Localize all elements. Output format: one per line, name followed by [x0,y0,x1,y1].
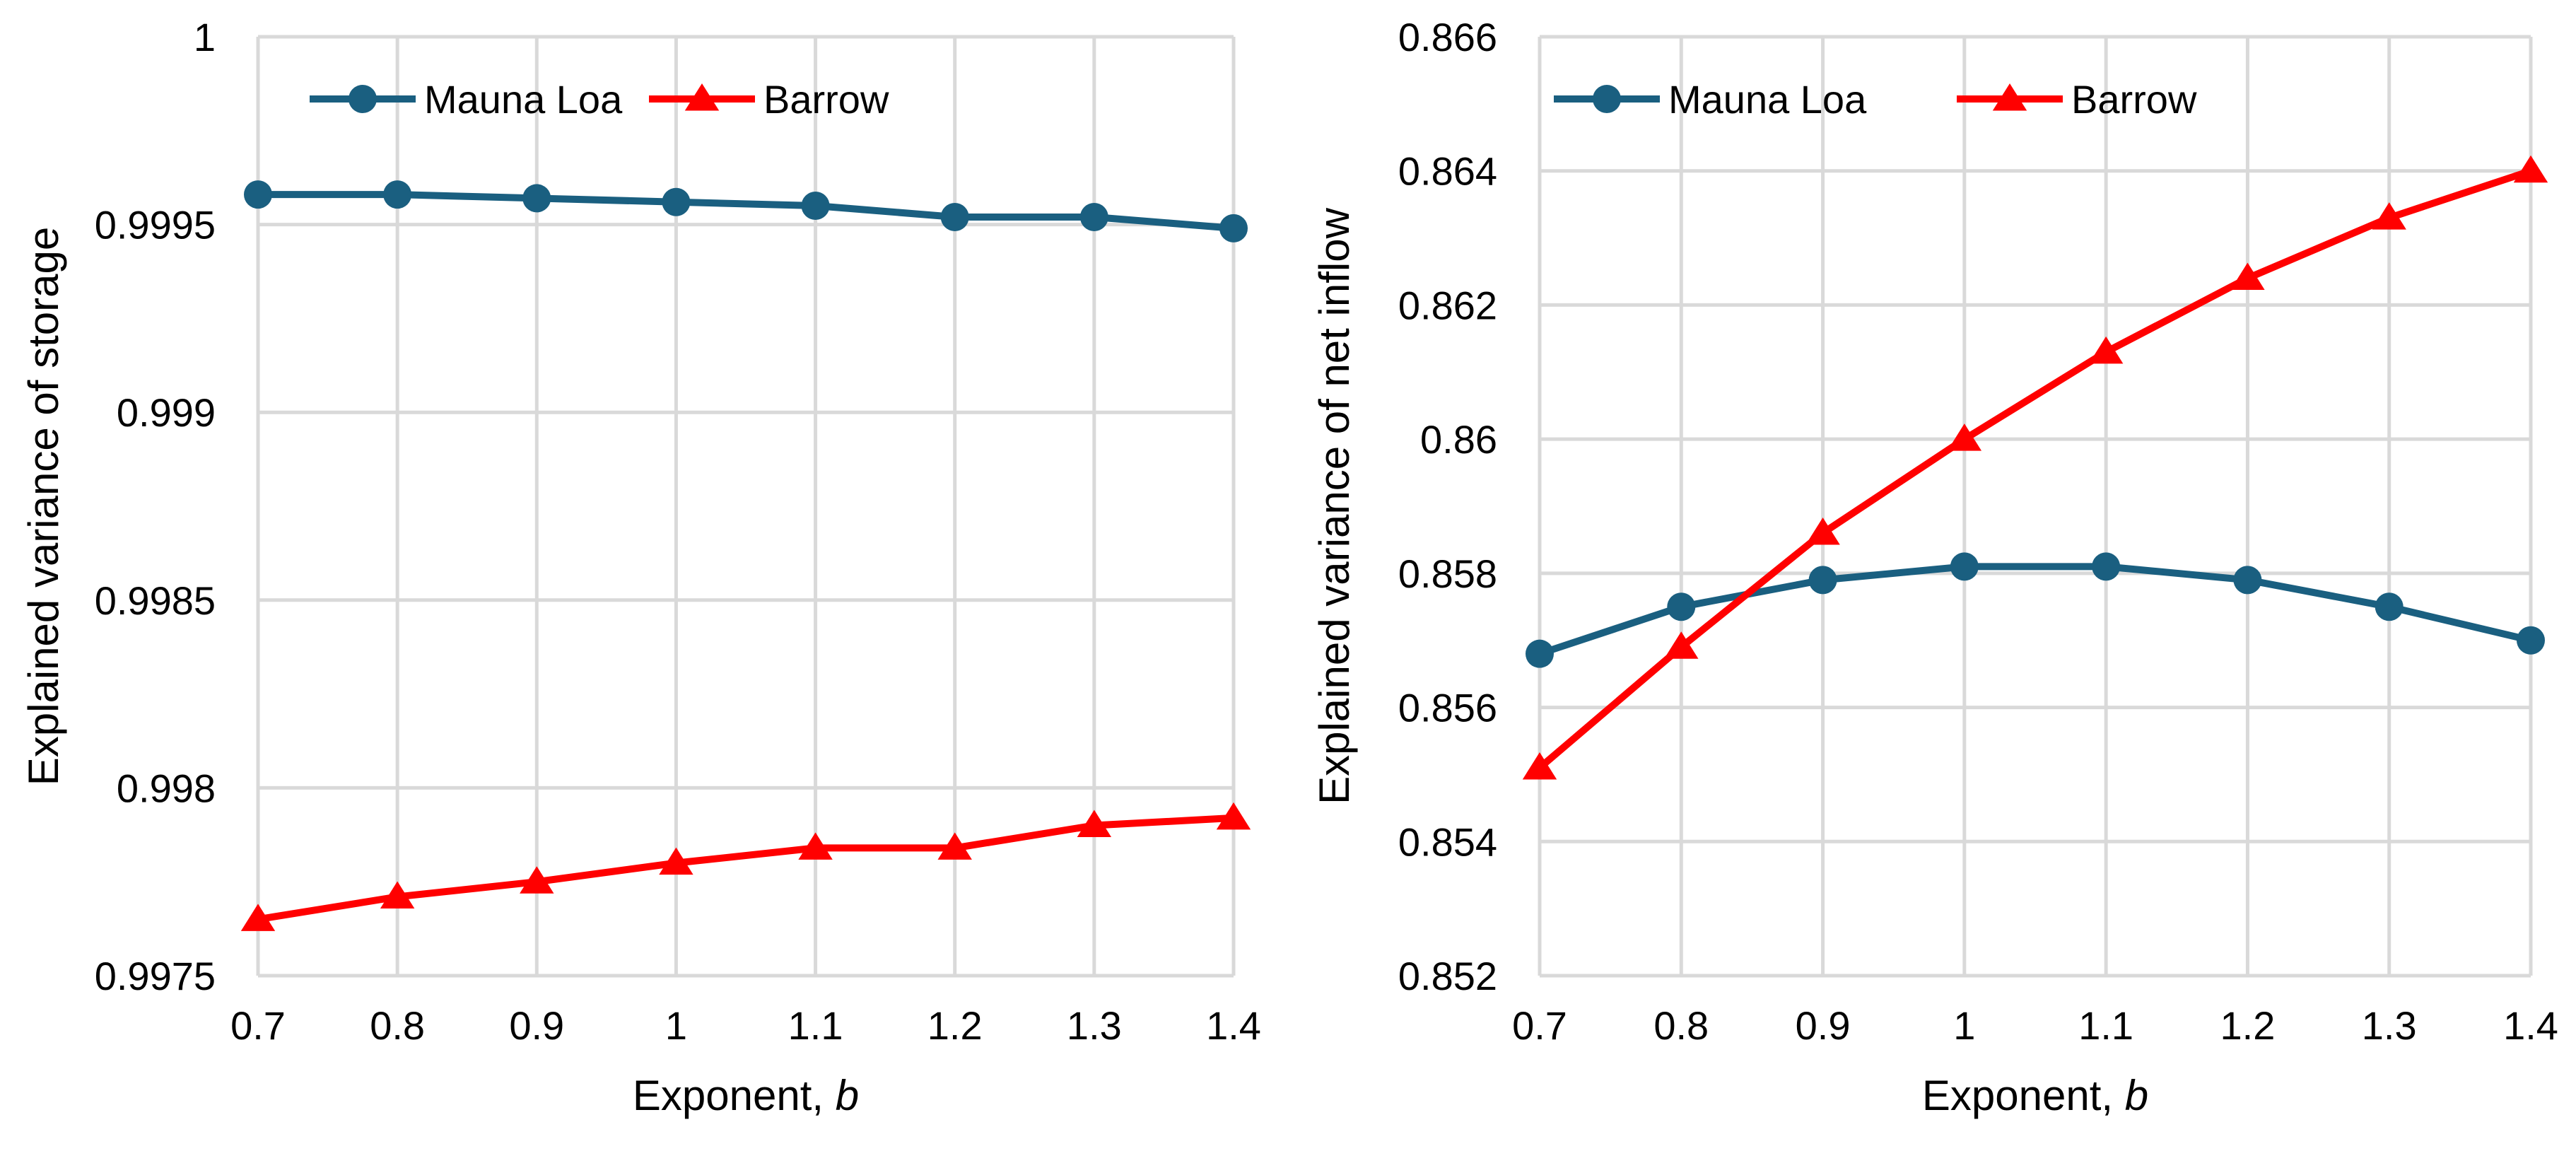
legend: Mauna Loa Barrow [1554,77,2197,122]
data-point [940,202,969,231]
y-tick-label: 0.9985 [95,578,216,623]
x-axis-label-text: Exponent, [1922,1072,2125,1119]
y-tick-label: 0.999 [117,390,216,435]
data-point [937,832,972,860]
data-point [522,184,551,213]
data-point [240,904,276,931]
data-point [2513,155,2548,183]
x-tick-label: 1 [1953,1003,1975,1048]
data-point [2230,262,2265,290]
data-point [798,832,833,860]
data-point [1216,802,1251,830]
data-point [801,192,830,221]
series-mauna-loa [244,180,1248,243]
data-point [2092,552,2121,581]
x-tick-label: 0.7 [1512,1003,1567,1048]
x-tick-label: 0.8 [1653,1003,1709,1048]
series-barrow [240,802,1251,931]
y-tick-label: 1 [194,15,216,59]
x-tick-label: 1.1 [2078,1003,2133,1048]
x-tick-label: 1 [665,1003,687,1048]
data-point [1664,631,1699,659]
legend-label: Barrow [763,77,889,122]
y-tick-label: 0.9995 [95,203,216,247]
y-tick-label: 0.856 [1398,686,1497,730]
x-axis-label-variable: b [2125,1072,2148,1119]
data-point [1947,423,1982,451]
series-line [1537,167,2532,771]
y-tick-label: 0.862 [1398,283,1497,327]
series-barrow [1522,155,2548,780]
y-tick-label: 0.86 [1420,417,1497,462]
series-mauna-loa [1526,552,2545,668]
data-point [1667,592,1696,621]
legend-marker [1992,83,2027,111]
y-tick-label: 0.854 [1398,819,1497,864]
x-axis-label: Exponent, b [633,1072,859,1119]
y-tick-label: 0.864 [1398,149,1497,194]
x-axis-label-text: Exponent, [633,1072,836,1119]
data-point [2375,592,2404,621]
data-point [1219,214,1248,243]
data-point [1808,566,1837,595]
data-point [383,180,412,209]
x-tick-label: 1.3 [1067,1003,1122,1048]
data-point [1077,810,1112,838]
data-point [244,180,272,209]
data-point [1805,517,1840,545]
data-point [2517,626,2545,655]
legend-marker [684,83,720,111]
legend-label: Mauna Loa [1668,77,1867,122]
series-line [1538,563,2532,658]
y-tick-label: 0.9975 [95,954,216,998]
x-tick-label: 0.9 [1796,1003,1851,1048]
series-line [257,814,1234,923]
x-tick-label: 1.4 [2503,1003,2558,1048]
x-tick-label: 0.8 [370,1003,425,1048]
data-point [1950,552,1979,581]
x-tick-label: 0.7 [230,1003,286,1048]
chart-2: 0.852 0.854 0.856 0.858 0.86 0.862 0.864 0.866 0… [1311,15,2558,1119]
chart-1: 0.9975 0.998 0.9985 0.999 0.9995 1 0.7 0.8 0.9 1 1… [20,15,1261,1119]
y-tick-label: 0.852 [1398,954,1497,998]
x-tick-label: 1.2 [927,1003,983,1048]
data-point [659,847,693,875]
legend-marker [1593,85,1621,113]
data-point [2233,566,2262,595]
data-point [1079,202,1108,231]
data-point [1522,752,1557,780]
y-axis-label: Explained variance of storage [20,227,67,786]
y-tick-label: 0.866 [1398,15,1497,59]
y-tick-label: 0.998 [117,766,216,810]
data-point [520,866,554,894]
y-tick-label: 0.858 [1398,551,1497,596]
x-tick-label: 1.3 [2362,1003,2417,1048]
legend-label: Barrow [2071,77,2197,122]
data-point [380,881,415,908]
legend: Mauna Loa Barrow [310,77,889,122]
x-axis-label: Exponent, b [1922,1072,2148,1119]
data-point [1526,639,1554,668]
legend-label: Mauna Loa [424,77,623,122]
x-tick-label: 1.2 [2220,1003,2275,1048]
data-point [2088,336,2124,364]
x-tick-label: 1.4 [1206,1003,1261,1048]
x-tick-label: 1.1 [788,1003,843,1048]
legend-marker [349,85,377,113]
series-line [258,191,1234,232]
data-point [2372,202,2406,230]
y-axis-label: Explained variance of net inflow [1311,207,1358,805]
x-axis-label-variable: b [836,1072,859,1119]
x-tick-label: 0.9 [509,1003,564,1048]
data-point [662,187,691,216]
